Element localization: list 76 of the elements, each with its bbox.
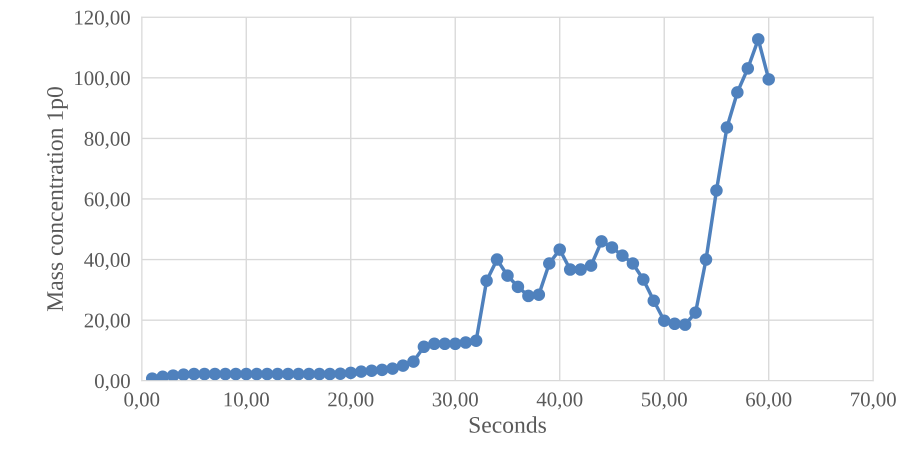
point (156, 370, 169, 381)
point (459, 336, 472, 349)
point (762, 73, 775, 86)
point (648, 294, 660, 308)
y-tick-label: 40,00 (84, 252, 130, 270)
point (376, 364, 388, 376)
point (365, 364, 378, 377)
point (302, 368, 316, 380)
y-tick-label: 100,00 (75, 71, 130, 88)
point (490, 253, 504, 266)
point (532, 288, 546, 301)
point (282, 368, 294, 380)
point (616, 249, 629, 262)
point (742, 62, 754, 75)
point (188, 368, 200, 380)
point (219, 368, 232, 380)
point (198, 368, 211, 380)
point (710, 184, 723, 197)
point (428, 338, 441, 350)
point (334, 368, 347, 380)
point (438, 338, 452, 350)
point (480, 274, 493, 288)
x-tick-label: 70,00 (851, 392, 896, 410)
point (658, 314, 670, 327)
point (595, 235, 608, 248)
point (470, 334, 482, 347)
point (448, 338, 462, 350)
point (720, 121, 734, 134)
point (678, 318, 692, 331)
point (501, 269, 514, 282)
point (606, 241, 618, 254)
x-tick-label: 20,00 (328, 392, 374, 410)
x-axis-title: Seconds (470, 416, 546, 433)
point (668, 318, 681, 330)
x-tick-label: 40,00 (536, 392, 582, 410)
point (396, 359, 410, 372)
point (574, 263, 587, 276)
x-tick-label: 0,00 (124, 392, 160, 410)
point (177, 368, 190, 381)
y-tick-label: 80,00 (84, 132, 130, 149)
point (418, 340, 430, 354)
point (407, 355, 420, 368)
point (344, 366, 357, 380)
point (386, 362, 399, 375)
point (230, 368, 242, 380)
point (543, 257, 556, 270)
point (208, 368, 222, 380)
point (553, 243, 566, 256)
point (324, 368, 336, 380)
point (166, 369, 180, 381)
point (271, 368, 284, 380)
point (752, 33, 765, 46)
y-tick-label: 60,00 (84, 192, 130, 210)
y-tick-label: 20,00 (84, 314, 130, 331)
y-axis-title: Mass concentration 1p0 (47, 87, 68, 312)
y-tick-label: 0,00 (94, 374, 130, 392)
point (512, 280, 524, 294)
point (250, 368, 263, 380)
x-tick-label: 50,00 (642, 392, 687, 410)
point (689, 306, 702, 319)
point (731, 86, 744, 99)
point (292, 368, 305, 380)
point (626, 257, 640, 270)
point (354, 365, 368, 378)
point (240, 368, 253, 380)
x-tick-label: 60,00 (746, 392, 792, 410)
x-tick-label: 10,00 (224, 392, 269, 410)
y-tick-label: 120,00 (75, 10, 130, 28)
x-tick-label: 30,00 (432, 392, 478, 410)
point (564, 263, 576, 276)
point (700, 253, 712, 266)
point (584, 259, 598, 272)
point (522, 290, 535, 302)
point (637, 273, 650, 286)
point (260, 368, 274, 380)
point (313, 368, 326, 380)
